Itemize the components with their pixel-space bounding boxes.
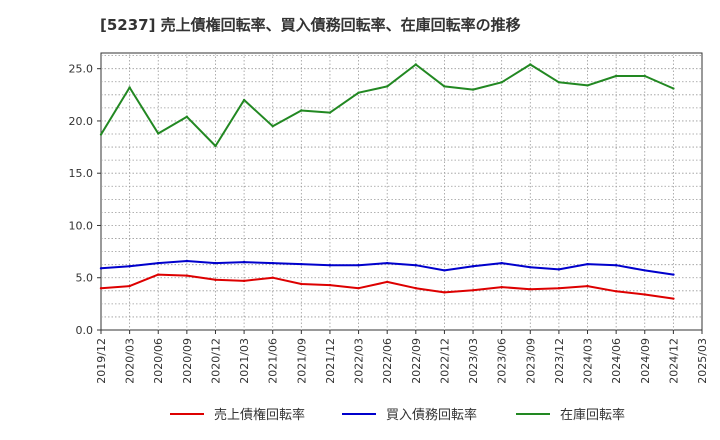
data-point [214,261,217,265]
data-point [242,98,246,102]
chart-title: [5237] 売上債権回転率、買入債務回転率、在庫回転率の推移 [100,16,521,34]
data-point [157,273,160,276]
data-point [357,263,360,267]
data-point [471,289,475,292]
data-point [128,86,131,89]
x-tick-label: 2025/03 [696,338,709,384]
x-tick-label: 2023/09 [524,338,537,384]
y-tick-label: 5.0 [76,272,94,285]
x-tick-label: 2022/09 [410,338,423,384]
data-point [157,261,160,265]
x-tick-label: 2020/09 [181,338,194,384]
data-point [557,286,561,290]
x-tick-label: 2023/06 [496,338,509,384]
x-tick-label: 2024/12 [667,338,680,384]
data-point [300,262,303,266]
x-tick-label: 2020/12 [209,338,222,384]
x-tick-label: 2023/03 [467,338,480,384]
data-point [443,85,446,88]
data-point [414,263,418,267]
x-tick-label: 2024/09 [639,338,652,384]
data-point [214,278,217,282]
x-tick-label: 2019/12 [95,338,108,384]
y-tick-label: 25.0 [69,63,94,76]
data-point [357,91,360,94]
data-point [271,124,274,128]
data-point [557,268,561,271]
data-point [385,280,389,284]
data-point [214,144,217,148]
data-point [529,266,532,269]
data-point [672,87,675,90]
data-point [500,261,503,265]
legend-label-2: 買入債務回転率 [386,407,477,423]
y-tick-label: 20.0 [69,115,94,128]
y-tick-label: 10.0 [69,219,94,232]
data-point [586,284,589,288]
data-point [300,282,303,286]
data-point [128,265,131,268]
x-tick-label: 2022/03 [353,338,366,384]
data-point [185,115,189,118]
data-point [300,109,303,112]
x-tick-label: 2020/06 [152,338,165,384]
data-point [614,290,618,293]
data-point [157,132,160,135]
data-point [586,262,589,266]
data-point [643,293,646,296]
data-point [672,273,675,276]
data-point [271,276,274,279]
data-point [643,74,646,78]
data-point [614,263,618,267]
data-point [672,297,675,300]
data-point [557,81,561,84]
data-point [242,279,246,283]
x-tick-label: 2021/06 [267,338,280,384]
data-point [614,74,618,78]
x-tick-label: 2022/12 [438,338,451,384]
data-point [443,291,446,294]
legend-label-1: 売上債権回転率 [214,407,305,423]
data-point [471,265,475,268]
data-point [328,111,332,114]
data-point [385,261,389,265]
data-point [99,267,103,270]
data-point [357,286,360,290]
data-point [586,84,589,87]
x-tick-label: 2021/03 [238,338,251,384]
x-tick-label: 2024/03 [582,338,595,384]
x-tick-label: 2021/09 [295,338,308,384]
plot-area [100,52,703,331]
data-point [500,81,503,84]
y-tick-label: 15.0 [69,167,94,180]
y-tick-label: 0.0 [76,324,94,337]
data-point [128,284,131,288]
x-tick-label: 2023/12 [553,338,566,384]
x-tick-label: 2022/06 [381,338,394,384]
data-point [500,285,503,289]
data-point [99,286,103,290]
x-tick-label: 2024/06 [610,338,623,384]
data-point [185,259,189,263]
data-point [242,260,246,264]
x-tick-label: 2020/03 [124,338,137,384]
legend-label-3: 在庫回転率 [560,407,625,423]
data-point [328,283,332,287]
data-point [643,269,646,272]
data-point [443,269,446,272]
data-point [99,133,103,136]
x-tick-label: 2021/12 [324,338,337,384]
data-point [414,286,418,290]
data-point [529,63,532,66]
data-point [185,274,189,277]
data-point [328,263,332,267]
data-point [471,88,475,91]
data-point [414,63,418,66]
data-point [271,261,274,265]
data-point [529,288,532,291]
data-point [385,85,389,88]
